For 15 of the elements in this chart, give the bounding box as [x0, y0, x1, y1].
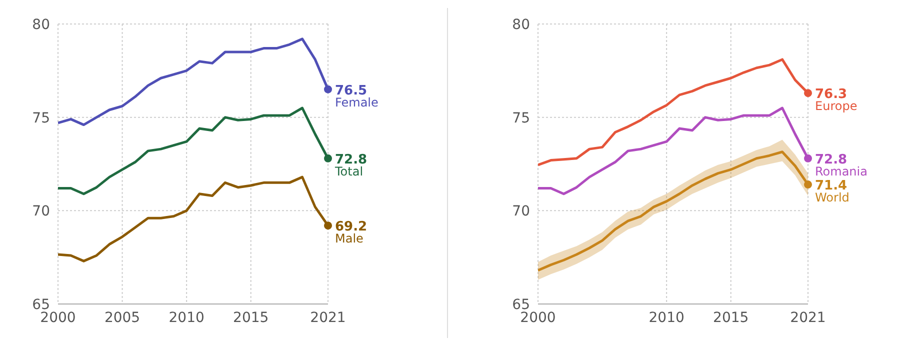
x-tick-label: 2015	[713, 310, 749, 326]
series-label: World	[815, 190, 850, 205]
x-tick-label: 2021	[310, 310, 346, 326]
y-tick-label: 75	[512, 110, 530, 126]
series-label: Male	[335, 232, 364, 246]
y-tick-label: 80	[512, 16, 530, 33]
x-tick-label: 2010	[168, 310, 204, 326]
x-tick-label: 2015	[233, 310, 269, 326]
y-tick-label: 70	[512, 204, 530, 220]
x-tick-label: 2005	[104, 310, 140, 326]
y-tick-label: 80	[32, 16, 50, 33]
y-tick-label: 70	[32, 204, 50, 220]
y-tick-label: 75	[32, 110, 50, 126]
x-tick-label: 2021	[790, 310, 826, 326]
x-tick-label: 2010	[648, 310, 684, 326]
